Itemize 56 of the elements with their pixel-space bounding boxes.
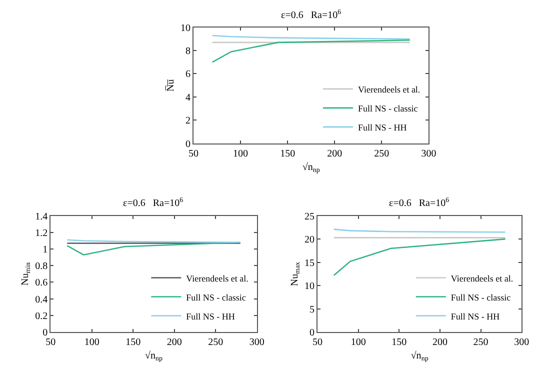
legend-label: Full NS - classic [450, 292, 511, 302]
y-tick-label: 10 [304, 281, 315, 292]
y-tick-label: 6 [185, 69, 190, 80]
x-tick-label: 250 [208, 337, 224, 348]
x-tick-label: 100 [84, 337, 100, 348]
y-tick-label: 2 [185, 116, 190, 127]
line-series [333, 238, 506, 276]
legend-label: Full NS - HH [358, 122, 408, 132]
y-tick-label: 1.2 [35, 228, 48, 239]
line-series [212, 39, 411, 63]
legend-label: Vierendeels et al. [186, 273, 248, 284]
y-tick-label: 0.6 [35, 278, 48, 289]
x-axis-title: √n$_{np}$ [410, 350, 429, 363]
x-tick-label: 50 [46, 337, 56, 348]
chart-title: ε=0.6 Ra=10$^{6}$ [281, 8, 342, 22]
legend-label: Full NS - classic [186, 292, 246, 302]
x-tick-label: 150 [280, 148, 296, 160]
x-tick-label: 300 [421, 148, 436, 160]
y-tick-label: 0 [310, 328, 315, 339]
y-tick-label: 0.2 [35, 310, 48, 322]
legend-label: Vierendeels et al. [450, 273, 514, 284]
x-tick-label: 200 [327, 148, 342, 160]
chart-title: ε=0.6 Ra=10$^{6}$ [123, 196, 184, 210]
legend-label: Vierendeels et al. [358, 84, 420, 94]
legend-label: Full NS - classic [358, 103, 418, 114]
y-tick-label: 0.8 [35, 261, 48, 272]
y-tick-label: 0 [42, 328, 48, 339]
y-tick-label: 1 [42, 244, 48, 256]
y-axis-title: N̅u̅ [165, 78, 176, 92]
y-tick-label: 5 [310, 304, 315, 316]
y-tick-label: 8 [185, 46, 190, 58]
x-tick-label: 200 [166, 337, 182, 348]
x-tick-label: 50 [188, 148, 198, 160]
x-tick-label: 150 [126, 337, 141, 348]
legend-label: Full NS - HH [186, 311, 236, 322]
y-tick-label: 0 [185, 138, 190, 150]
chart-title: ε=0.6 Ra=10$^{6}$ [389, 196, 450, 210]
x-tick-label: 100 [233, 148, 248, 160]
x-tick-label: 150 [392, 337, 407, 348]
x-tick-label: 100 [350, 337, 366, 348]
y-tick-label: 10 [180, 22, 190, 34]
x-axis-title: √n$_{np}$ [302, 162, 320, 174]
y-tick-label: 1.4 [35, 211, 48, 222]
x-tick-label: 250 [374, 148, 390, 160]
y-tick-label: 4 [185, 92, 190, 104]
x-tick-label: 50 [312, 337, 323, 348]
x-tick-label: 250 [473, 337, 488, 348]
y-tick-label: 15 [304, 258, 315, 269]
x-axis-title: √n$_{np}$ [145, 350, 163, 363]
y-tick-label: 20 [304, 234, 315, 246]
legend-label: Full NS - HH [450, 311, 500, 322]
x-tick-label: 300 [514, 337, 530, 348]
y-tick-label: 25 [304, 211, 315, 222]
x-tick-label: 300 [249, 337, 264, 348]
y-tick-label: 0.4 [35, 294, 48, 306]
x-tick-label: 200 [432, 337, 448, 348]
